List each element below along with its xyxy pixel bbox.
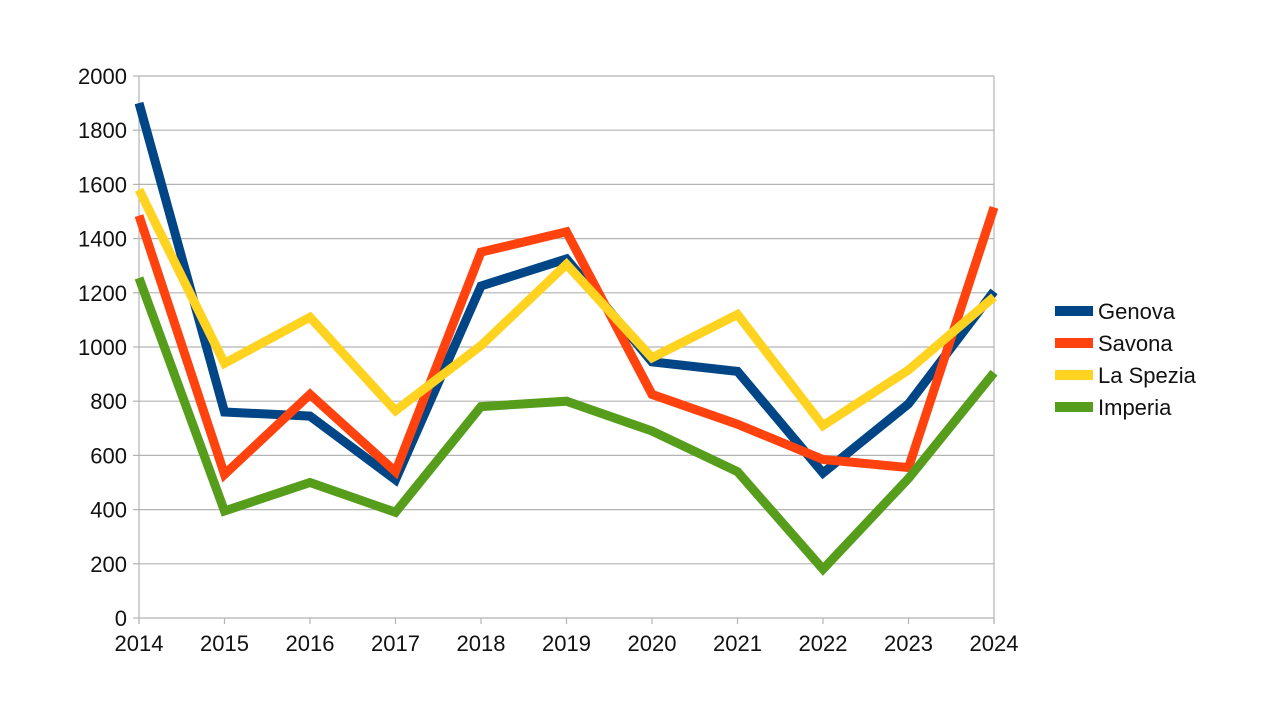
series-line-genova <box>134 101 998 487</box>
legend-swatch-la-spezia <box>1055 370 1093 380</box>
x-tick-label-2024: 2024 <box>970 631 1019 656</box>
legend-swatch-savona <box>1055 338 1093 348</box>
y-tick-label-0: 0 <box>115 606 127 631</box>
legend-swatch-imperia <box>1055 402 1093 412</box>
series-line-la-spezia <box>134 187 997 432</box>
x-axis-tick-labels: 2014 2015 2016 2017 2018 2019 2020 2021 2022 2023… <box>115 631 1019 656</box>
series-lines <box>134 101 999 576</box>
y-tick-label-400: 400 <box>90 498 127 523</box>
x-tick-label-2015: 2015 <box>200 631 249 656</box>
y-tick-label-1800: 1800 <box>78 118 127 143</box>
y-tick-label-600: 600 <box>90 443 127 468</box>
y-tick-label-1000: 1000 <box>78 335 127 360</box>
x-tick-label-2019: 2019 <box>542 631 591 656</box>
x-tick-label-2018: 2018 <box>457 631 506 656</box>
x-tick-label-2020: 2020 <box>628 631 677 656</box>
x-tick-label-2022: 2022 <box>799 631 848 656</box>
x-tick-label-2014: 2014 <box>115 631 164 656</box>
legend-label-la-spezia: La Spezia <box>1098 363 1197 388</box>
legend: Genova Savona La Spezia Imperia <box>1055 299 1197 420</box>
y-tick-label-1600: 1600 <box>78 172 127 197</box>
legend-swatch-genova <box>1055 306 1093 316</box>
series-line-imperia <box>134 276 998 576</box>
legend-label-imperia: Imperia <box>1098 395 1172 420</box>
legend-label-genova: Genova <box>1098 299 1176 324</box>
legend-label-savona: Savona <box>1098 331 1173 356</box>
y-tick-label-2000: 2000 <box>78 64 127 89</box>
x-tick-label-2023: 2023 <box>884 631 933 656</box>
series-line-savona <box>134 205 999 483</box>
gridlines <box>139 75 994 565</box>
y-axis-tick-labels: 0 200 400 600 800 1000 1200 1400 1600 1800 2000 <box>78 64 127 631</box>
x-tick-label-2016: 2016 <box>286 631 335 656</box>
x-tick-label-2021: 2021 <box>713 631 762 656</box>
y-tick-label-1200: 1200 <box>78 281 127 306</box>
y-tick-label-800: 800 <box>90 389 127 414</box>
x-tick-label-2017: 2017 <box>371 631 420 656</box>
y-tick-label-1400: 1400 <box>78 227 127 252</box>
y-tick-label-200: 200 <box>90 552 127 577</box>
axes <box>133 75 995 624</box>
